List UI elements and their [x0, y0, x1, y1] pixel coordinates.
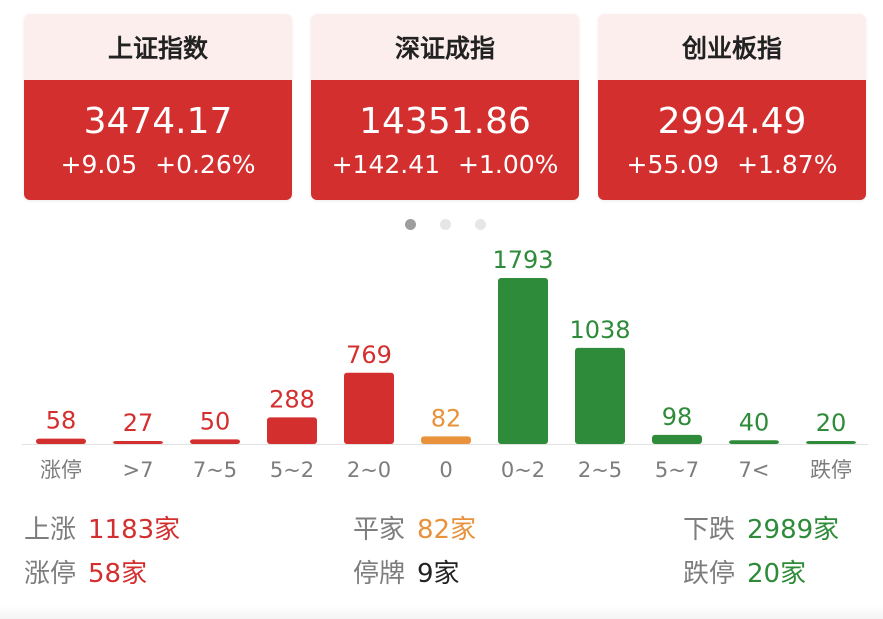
- summary-down: 下跌 2989家: [683, 509, 839, 546]
- category-label: 7<: [739, 458, 770, 482]
- bar: [113, 441, 163, 444]
- bar-value-label: 27: [123, 409, 154, 437]
- pager-dot[interactable]: [405, 219, 416, 230]
- summary-label: 平家: [353, 515, 406, 545]
- index-value: 14351.86: [359, 101, 531, 142]
- index-card-chinext[interactable]: 创业板指 2994.49 +55.09 +1.87%: [598, 14, 866, 200]
- summary-value: 9家: [417, 559, 460, 589]
- distribution-chart: 58 涨停 27 >7 50 7~5 288 5~2 769 2~0 82 0 1793 0~2 1038 2…: [22, 246, 868, 482]
- index-change-row: +142.41 +1.00%: [332, 150, 559, 180]
- index-change-pct: +0.26%: [155, 150, 256, 179]
- bar-value-label: 288: [269, 385, 315, 413]
- summary-value: 58家: [88, 559, 148, 589]
- index-change-pct: +1.00%: [458, 150, 559, 179]
- category-label: >7: [123, 458, 154, 482]
- index-change-row: +9.05 +0.26%: [61, 150, 256, 180]
- pager-dot[interactable]: [475, 219, 486, 230]
- index-name: 深证成指: [311, 14, 579, 80]
- bar: [344, 372, 394, 444]
- category-label: 0~2: [501, 458, 545, 482]
- bar: [729, 440, 779, 444]
- index-card-sse[interactable]: 上证指数 3474.17 +9.05 +0.26%: [24, 14, 292, 200]
- bar-value-label: 50: [200, 407, 231, 435]
- bar-value-label: 1793: [492, 246, 553, 274]
- bar-value-label: 769: [346, 341, 392, 369]
- pager-dot[interactable]: [440, 219, 451, 230]
- bar-value-label: 98: [662, 403, 693, 431]
- bar-value-label: 1038: [569, 316, 630, 344]
- bar-value-label: 20: [816, 409, 847, 437]
- index-value: 3474.17: [83, 101, 233, 142]
- index-name: 上证指数: [24, 14, 292, 80]
- category-label: 2~0: [347, 458, 391, 482]
- summary-value: 20家: [747, 559, 807, 589]
- bar-value-label: 40: [739, 408, 770, 436]
- index-value: 2994.49: [657, 101, 807, 142]
- bar: [652, 434, 702, 444]
- category-label: 5~7: [655, 458, 699, 482]
- index-cards: 上证指数 3474.17 +9.05 +0.26% 深证成指 14351.86 +…: [0, 0, 883, 210]
- summary-limit-up: 涨停 58家: [24, 553, 147, 590]
- summary-limit-down: 跌停 20家: [683, 553, 806, 590]
- summary-flat: 平家 82家: [353, 509, 476, 546]
- summary-value: 1183家: [88, 515, 181, 545]
- index-change-pct: +1.87%: [737, 150, 838, 179]
- summary-label: 下跌: [683, 515, 736, 545]
- market-summary: 上涨 1183家 涨停 58家 平家 82家 停牌 9家 下跌 2989家 跌停 20家: [0, 505, 883, 605]
- index-change: +142.41: [331, 150, 441, 179]
- index-body: 3474.17 +9.05 +0.26%: [24, 80, 292, 200]
- index-body: 2994.49 +55.09 +1.87%: [598, 80, 866, 200]
- category-label: 涨停: [40, 458, 82, 482]
- category-label: 跌停: [810, 458, 852, 482]
- category-label: 0: [439, 458, 452, 482]
- index-change: +55.09: [626, 150, 720, 179]
- summary-label: 涨停: [24, 559, 77, 589]
- summary-label: 停牌: [353, 559, 406, 589]
- index-card-szse[interactable]: 深证成指 14351.86 +142.41 +1.00%: [311, 14, 579, 200]
- pager-dots: [0, 219, 883, 231]
- summary-value: 82家: [417, 515, 477, 545]
- bar-value-label: 58: [46, 407, 77, 435]
- bar: [498, 278, 548, 444]
- category-label: 2~5: [578, 458, 622, 482]
- index-body: 14351.86 +142.41 +1.00%: [311, 80, 579, 200]
- bar: [36, 438, 86, 444]
- index-change-row: +55.09 +1.87%: [627, 150, 838, 180]
- category-label: 7~5: [193, 458, 237, 482]
- bar: [267, 417, 317, 444]
- bar: [190, 439, 240, 444]
- summary-up: 上涨 1183家: [24, 509, 180, 546]
- summary-label: 跌停: [683, 559, 736, 589]
- bar: [575, 347, 625, 444]
- summary-value: 2989家: [747, 515, 840, 545]
- summary-label: 上涨: [24, 515, 77, 545]
- summary-suspended: 停牌 9家: [353, 553, 460, 590]
- bottom-divider: [0, 605, 883, 619]
- bar: [421, 436, 471, 444]
- category-label: 5~2: [270, 458, 314, 482]
- bar: [806, 441, 856, 444]
- bar-value-label: 82: [431, 404, 462, 432]
- index-name: 创业板指: [598, 14, 866, 80]
- index-change: +9.05: [60, 150, 138, 179]
